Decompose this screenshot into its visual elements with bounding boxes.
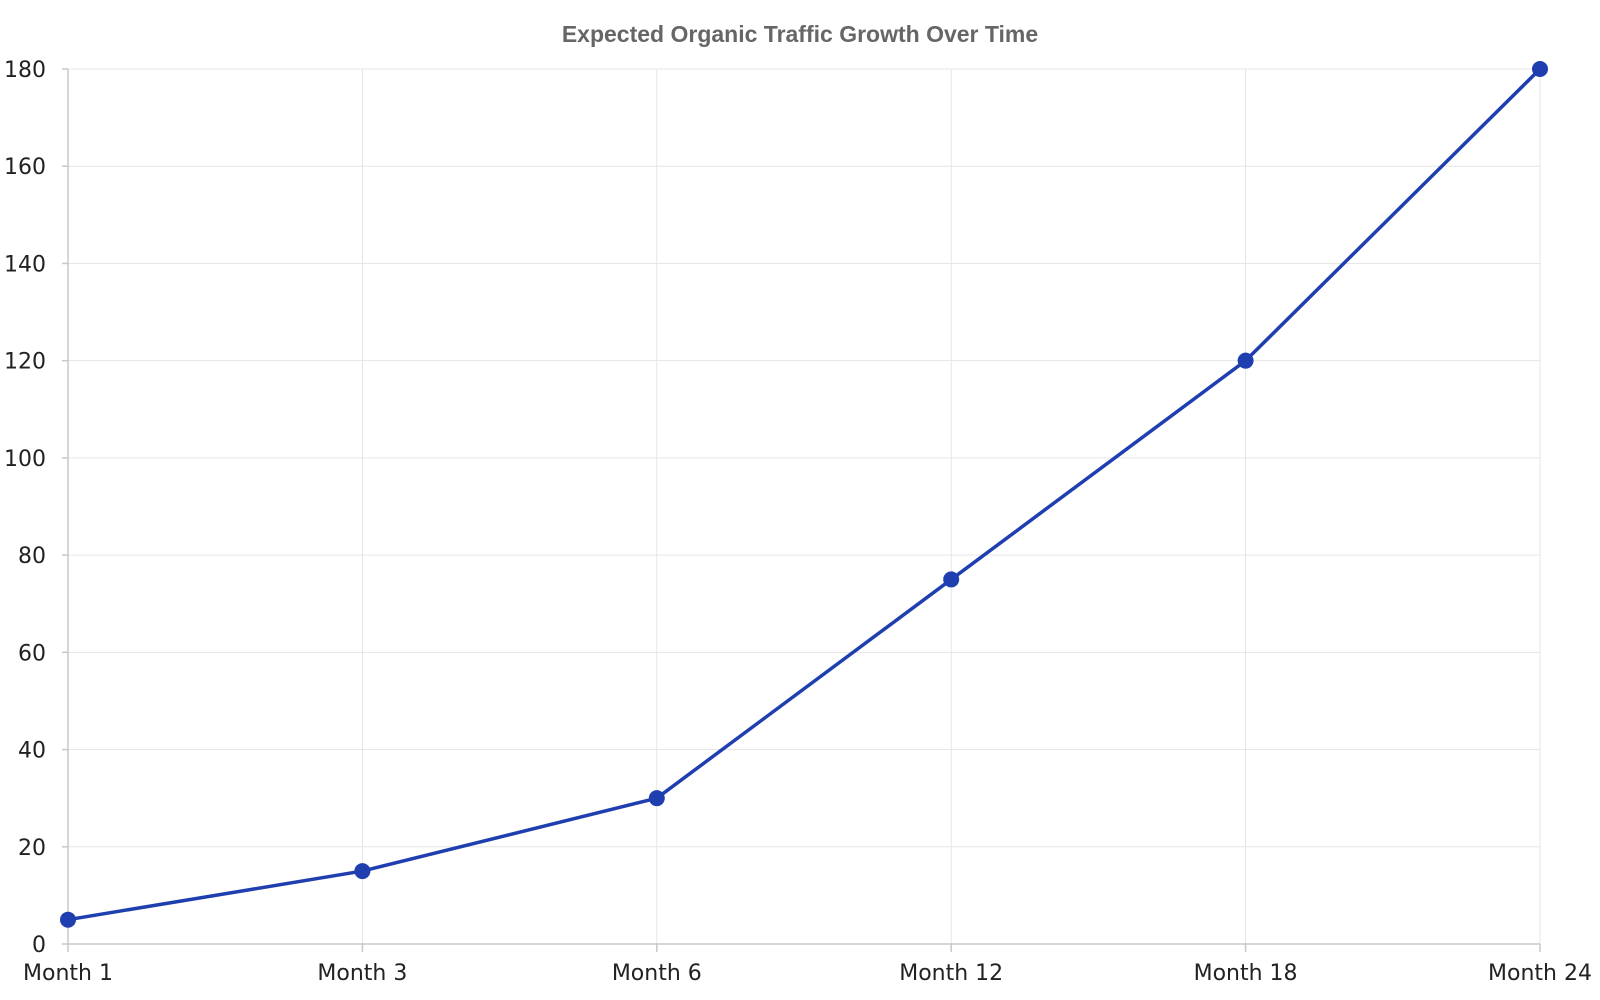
tick-labels: 0 20 40 60 80 100 120 140 160 180 Month 1 Month 3 Mo… bbox=[4, 58, 1592, 986]
y-tick-label: 40 bbox=[18, 739, 46, 764]
series bbox=[60, 61, 1548, 928]
y-tick-label: 120 bbox=[4, 350, 46, 375]
x-tick-label: Month 6 bbox=[612, 961, 702, 986]
y-tick-label: 100 bbox=[4, 447, 46, 472]
data-point bbox=[60, 911, 76, 928]
y-tick-label: 20 bbox=[18, 836, 46, 861]
data-point bbox=[354, 863, 371, 880]
series-line bbox=[66, 67, 1542, 922]
y-tick-label: 160 bbox=[4, 155, 46, 180]
x-tick-label: Month 1 bbox=[23, 961, 113, 986]
x-tick-label: Month 24 bbox=[1488, 961, 1592, 986]
y-tick-label: 80 bbox=[18, 544, 46, 569]
grid bbox=[68, 68, 1541, 944]
data-point bbox=[648, 790, 665, 807]
y-tick-label: 180 bbox=[4, 58, 46, 83]
data-point bbox=[943, 571, 960, 588]
y-tick-label: 60 bbox=[18, 641, 46, 666]
y-tick-label: 0 bbox=[32, 933, 46, 958]
x-tick-label: Month 12 bbox=[899, 961, 1003, 986]
data-point bbox=[1237, 352, 1254, 369]
chart-title: Expected Organic Traffic Growth Over Tim… bbox=[562, 21, 1038, 47]
data-point bbox=[1532, 61, 1548, 77]
y-tick-label: 140 bbox=[4, 252, 46, 277]
axes bbox=[62, 68, 1541, 952]
x-tick-label: Month 18 bbox=[1194, 961, 1298, 986]
x-tick-label: Month 3 bbox=[317, 961, 407, 986]
